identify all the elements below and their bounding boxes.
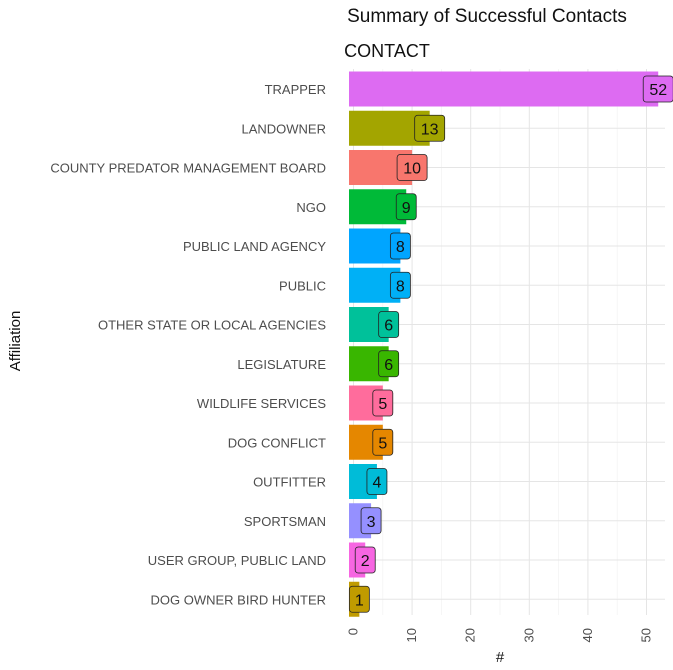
data-label-box <box>395 193 417 221</box>
data-label-box <box>354 546 376 574</box>
data-label: 2 <box>361 553 370 570</box>
x-axis-label: # <box>496 649 505 666</box>
data-label: 6 <box>384 318 393 335</box>
x-tick-label: 0 <box>346 628 361 635</box>
data-label-box <box>378 350 400 378</box>
data-label-box <box>348 585 370 613</box>
x-tick-label: 40 <box>580 628 595 642</box>
data-label: 8 <box>396 278 405 295</box>
category-label: DOG OWNER BIRD HUNTER <box>151 592 327 607</box>
category-label: NGO <box>296 200 326 215</box>
data-label: 4 <box>372 475 381 492</box>
category-label: OTHER STATE OR LOCAL AGENCIES <box>98 318 326 333</box>
data-label-box <box>642 75 673 103</box>
category-label: OUTFITTER <box>253 475 326 490</box>
data-label: 5 <box>378 396 387 413</box>
bar <box>349 71 659 107</box>
data-label: 5 <box>378 435 387 452</box>
category-label: LEGISLATURE <box>237 357 326 372</box>
x-tick-label: 50 <box>639 628 654 642</box>
data-label: 8 <box>396 239 405 256</box>
data-label: 10 <box>403 161 421 178</box>
category-label: USER GROUP, PUBLIC LAND <box>148 553 326 568</box>
data-label-box <box>389 271 411 299</box>
data-label: 52 <box>649 82 667 99</box>
category-label: WILDLIFE SERVICES <box>197 396 326 411</box>
data-label: 13 <box>421 121 439 138</box>
chart-title: Summary of Successful Contacts <box>347 6 627 27</box>
category-label: PUBLIC <box>279 278 326 293</box>
data-label-box <box>360 507 382 535</box>
data-label: 9 <box>402 200 411 217</box>
data-label: 6 <box>384 357 393 374</box>
category-label: COUNTY PREDATOR MANAGEMENT BOARD <box>50 161 326 176</box>
category-label: TRAPPER <box>265 82 326 97</box>
data-label-box <box>414 114 446 142</box>
facet-label: CONTACT <box>344 41 430 61</box>
x-tick-label: 30 <box>521 628 536 642</box>
data-label-box <box>372 389 394 417</box>
category-label: PUBLIC LAND AGENCY <box>183 239 326 254</box>
category-label: DOG CONFLICT <box>228 435 326 450</box>
data-label-box <box>366 468 388 495</box>
bars: 52 13 10 9 8 8 6 6 5 5 4 3 2 1 <box>348 71 673 617</box>
x-tick-label: 10 <box>404 628 419 642</box>
data-label: 1 <box>355 592 364 609</box>
category-labels: TRAPPER LANDOWNER COUNTY PREDATOR MANAGEME… <box>50 82 326 607</box>
x-tick-labels: 0 10 20 30 40 50 <box>346 628 654 642</box>
category-label: SPORTSMAN <box>244 514 326 529</box>
x-tick-label: 20 <box>463 628 478 642</box>
data-label-box <box>389 232 411 260</box>
y-axis-label: Affiliation <box>7 311 24 372</box>
data-label-box <box>372 428 394 456</box>
data-label-box <box>396 154 428 181</box>
data-label-box <box>378 311 400 338</box>
data-label: 3 <box>367 514 376 531</box>
category-label: LANDOWNER <box>241 121 326 136</box>
